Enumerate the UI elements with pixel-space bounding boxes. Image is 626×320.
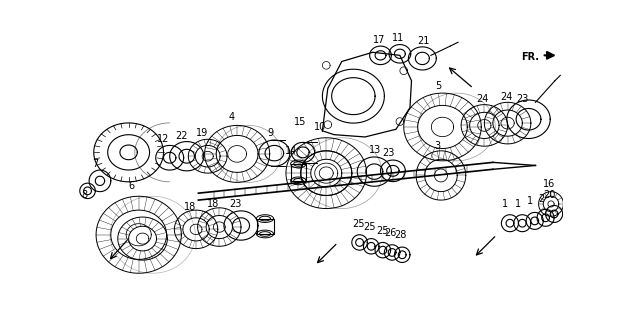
Text: 21: 21 xyxy=(417,36,429,46)
Text: 12: 12 xyxy=(157,134,170,144)
Text: 9: 9 xyxy=(267,129,274,139)
Text: 26: 26 xyxy=(384,228,397,238)
Text: 14: 14 xyxy=(284,146,297,156)
Text: 1: 1 xyxy=(515,199,521,209)
Text: 15: 15 xyxy=(294,117,306,127)
Text: 7: 7 xyxy=(92,159,98,169)
Text: 10: 10 xyxy=(314,122,326,132)
Text: 18: 18 xyxy=(207,199,219,209)
Text: 23: 23 xyxy=(516,94,528,104)
Text: FR.: FR. xyxy=(521,52,540,62)
Text: 20: 20 xyxy=(543,190,556,200)
Text: 8: 8 xyxy=(81,190,88,200)
Text: 17: 17 xyxy=(372,35,385,44)
Text: 24: 24 xyxy=(500,92,512,101)
Text: 25: 25 xyxy=(376,226,388,236)
Text: 1: 1 xyxy=(527,196,533,206)
Text: 13: 13 xyxy=(369,145,381,156)
Text: 1: 1 xyxy=(502,199,508,209)
Text: 23: 23 xyxy=(229,199,242,209)
Text: 2: 2 xyxy=(538,194,544,204)
Text: 25: 25 xyxy=(364,222,376,232)
Text: 4: 4 xyxy=(228,112,235,122)
Text: 6: 6 xyxy=(128,181,134,191)
Text: 16: 16 xyxy=(543,179,555,189)
Text: 3: 3 xyxy=(434,141,440,151)
Bar xyxy=(290,164,306,181)
Text: 11: 11 xyxy=(393,33,404,43)
Text: 19: 19 xyxy=(196,129,208,139)
Text: 28: 28 xyxy=(394,230,407,240)
Text: 5: 5 xyxy=(436,81,442,91)
Text: 23: 23 xyxy=(382,148,394,158)
Text: 24: 24 xyxy=(476,94,488,104)
Text: 18: 18 xyxy=(183,202,196,212)
Text: 22: 22 xyxy=(175,131,188,141)
Text: 25: 25 xyxy=(352,220,364,229)
Bar xyxy=(257,219,274,234)
